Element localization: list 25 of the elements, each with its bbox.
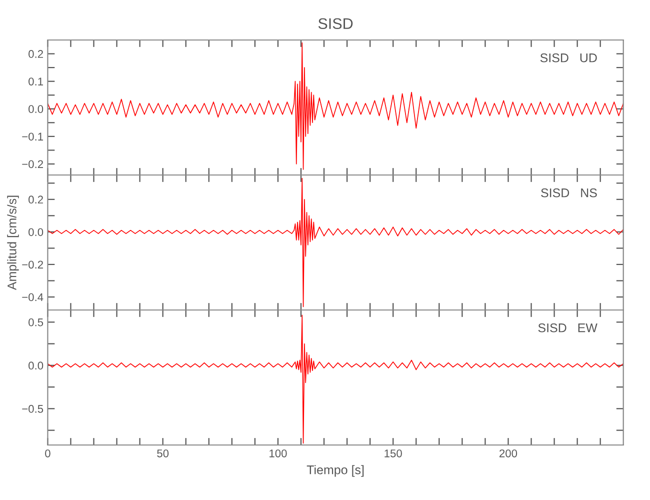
x-axis-title: Tiempo [s] (306, 465, 364, 477)
y-axis-title: Amplitud [cm/s/s] (7, 196, 19, 290)
annotation: SISD NS (541, 188, 597, 198)
x-tick-label: 0 (45, 449, 50, 458)
y-tick-label: 0.2 (28, 50, 43, 58)
y-tick-label: 0.0 (28, 105, 44, 114)
y-tick-label: −0.2 (22, 260, 43, 269)
y-tick-label: 0.5 (28, 318, 44, 326)
x-tick-label: 200 (500, 449, 518, 458)
y-tick-label: −0.1 (22, 132, 43, 141)
y-tick-label: 0.0 (28, 362, 44, 370)
y-tick-label: −0.4 (22, 293, 44, 302)
y-tick-label: 0.0 (28, 228, 44, 236)
chart-title: SISD (318, 18, 353, 30)
y-tick-label: 0.1 (28, 78, 44, 86)
y-tick-label: 0.2 (28, 196, 43, 204)
y-tick-label: −0.2 (22, 160, 43, 168)
annotation: SISD EW (538, 323, 598, 332)
x-tick-label: 50 (157, 449, 169, 458)
y-tick-label: −0.5 (22, 404, 44, 413)
line-series (48, 42, 624, 170)
x-tick-label: 100 (270, 449, 287, 458)
x-tick-label: 150 (384, 449, 402, 458)
annotation: SISD UD (540, 53, 597, 62)
line-series (48, 178, 624, 308)
